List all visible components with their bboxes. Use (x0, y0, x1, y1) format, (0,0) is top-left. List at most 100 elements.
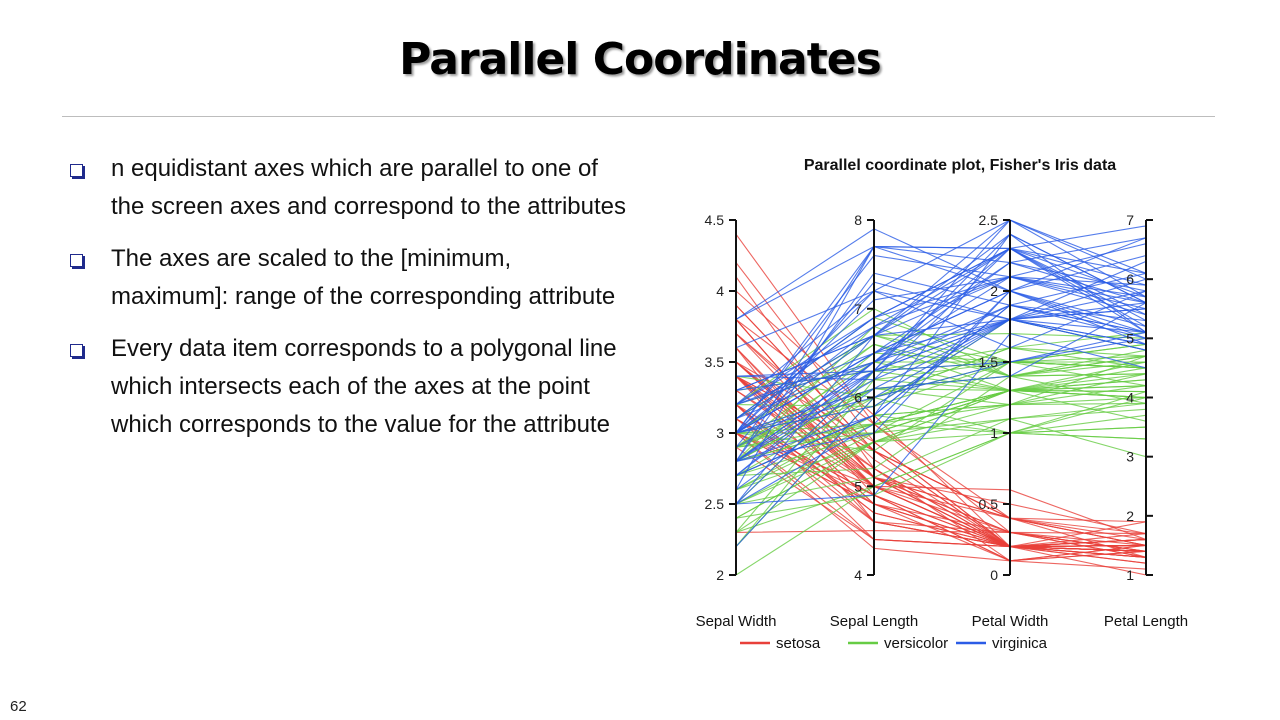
virginica-line (735, 219, 1147, 391)
virginica-line (735, 304, 1147, 505)
tick-label: 6 (1126, 271, 1134, 287)
versicolor-line (735, 402, 1147, 505)
setosa-line (735, 333, 1147, 548)
virginica-line (735, 290, 1147, 462)
legend-label: versicolor (884, 635, 948, 652)
axis-name-label: Petal Width (972, 613, 1049, 630)
virginica-line (735, 272, 1147, 462)
tick-label: 4 (1126, 390, 1134, 406)
versicolor-line (735, 325, 1147, 462)
versicolor-line (735, 418, 1147, 505)
bullet-item: Every data item corresponds to a polygon… (70, 330, 640, 444)
bullet-item: The axes are scaled to the [minimum, max… (70, 240, 640, 316)
tick-label: 0 (990, 567, 998, 583)
tick-label: 3.5 (705, 354, 725, 370)
virginica-line (735, 247, 1147, 381)
virginica-line (735, 233, 1147, 462)
virginica-line (735, 318, 1147, 434)
versicolor-line (735, 347, 1147, 399)
axis-name-label: Petal Length (1104, 613, 1188, 630)
tick-label: 7 (1126, 212, 1134, 228)
virginica-line (735, 247, 1147, 434)
virginica-line (735, 219, 1147, 391)
tick-label: 1 (990, 425, 998, 441)
bullet-text: n equidistant axes which are parallel to… (111, 155, 626, 220)
versicolor-line (735, 389, 1147, 505)
tick-label: 4 (716, 283, 724, 299)
tick-label: 3 (716, 425, 724, 441)
virginica-line (735, 304, 1147, 477)
title-divider (62, 116, 1215, 117)
virginica-line (735, 233, 1147, 420)
versicolor-line (735, 423, 1147, 491)
tick-label: 2 (990, 283, 998, 299)
setosa-line (735, 375, 1147, 541)
setosa-line (735, 530, 1147, 558)
versicolor-line (735, 389, 1147, 448)
versicolor-line (735, 396, 1147, 491)
virginica-line (735, 237, 1147, 320)
page-number: 62 (10, 698, 27, 715)
virginica-line (735, 276, 1147, 434)
virginica-line (735, 308, 1147, 420)
tick-label: 2.5 (979, 212, 999, 228)
virginica-line (735, 228, 1147, 320)
virginica-line (735, 290, 1147, 434)
setosa-line (735, 389, 1147, 535)
tick-label: 7 (854, 301, 862, 317)
virginica-line (735, 247, 1147, 420)
tick-label: 0.5 (979, 496, 999, 512)
virginica-line (735, 337, 1147, 547)
virginica-line (735, 331, 1147, 462)
setosa-line (735, 319, 1147, 548)
virginica-line (735, 278, 1147, 406)
polylines-layer (735, 219, 1147, 576)
tick-label: 2 (1126, 508, 1134, 524)
virginica-line (735, 243, 1147, 434)
slide-title: Parallel Coordinates (399, 34, 882, 85)
virginica-line (735, 304, 1147, 477)
setosa-line (735, 347, 1147, 562)
setosa-line (735, 276, 1147, 562)
chart-title: Parallel coordinate plot, Fisher's Iris … (804, 157, 1116, 174)
versicolor-line (735, 373, 1147, 491)
virginica-line (735, 237, 1147, 462)
tick-label: 6 (854, 390, 862, 406)
setosa-line (735, 432, 1147, 558)
tick-label: 2 (716, 567, 724, 583)
virginica-line (735, 302, 1147, 491)
virginica-line (735, 246, 1147, 434)
virginica-line (735, 247, 1147, 406)
virginica-line (735, 261, 1147, 462)
versicolor-line (735, 343, 1147, 448)
tick-label: 5 (1126, 330, 1134, 346)
virginica-line (735, 332, 1147, 505)
versicolor-line (735, 355, 1147, 462)
tick-label: 4 (854, 567, 862, 583)
legend-label: virginica (992, 635, 1048, 652)
checkbox-bullet-icon (70, 344, 83, 357)
tick-label: 1 (1126, 567, 1134, 583)
versicolor-line (735, 370, 1147, 533)
virginica-line (735, 318, 1147, 434)
bullet-text: The axes are scaled to the [minimum, max… (111, 245, 616, 310)
tick-label: 4.5 (705, 212, 725, 228)
legend-label: setosa (776, 635, 821, 652)
virginica-line (735, 219, 1147, 349)
legend: setosa versicolor virginica (740, 635, 1048, 652)
checkbox-bullet-icon (70, 254, 83, 267)
axis-name-label: Sepal Width (696, 613, 777, 630)
parallel-coordinates-chart: Parallel coordinate plot, Fisher's Iris … (696, 157, 1189, 652)
versicolor-line (735, 379, 1147, 448)
tick-label: 8 (854, 212, 862, 228)
versicolor-line (735, 414, 1147, 519)
tick-label: 1.5 (979, 354, 999, 370)
axis-name-label: Sepal Length (830, 613, 918, 630)
versicolor-line (735, 361, 1147, 452)
checkbox-bullet-icon (70, 164, 83, 177)
bullet-text: Every data item corresponds to a polygon… (111, 335, 617, 438)
versicolor-line (735, 432, 1147, 533)
bullet-list: n equidistant axes which are parallel to… (70, 150, 640, 458)
tick-label: 3 (1126, 449, 1134, 465)
axes-layer: 2 2.5 3 3.5 4 4.5 Sepal Width 4 5 6 7 8 Sepal Length… (696, 212, 1189, 630)
